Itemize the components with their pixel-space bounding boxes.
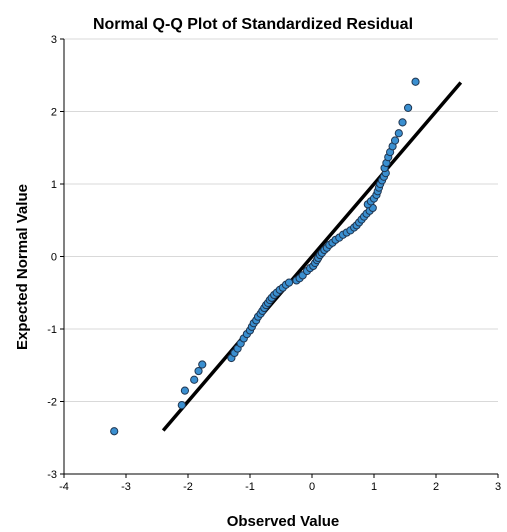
data-point [198, 360, 207, 369]
x-tick-label: -4 [59, 481, 69, 493]
data-point [194, 366, 203, 376]
x-tick-label: 1 [371, 481, 377, 493]
data-point [404, 103, 413, 112]
chart-title: Normal Q-Q Plot of Standardized Residual [93, 16, 413, 33]
x-tick-label: 2 [433, 481, 439, 493]
y-tick-label: -3 [47, 469, 57, 481]
data-point [284, 278, 294, 287]
reference-line [161, 81, 463, 432]
x-tick-label: 3 [495, 481, 501, 493]
x-tick-label: -1 [245, 481, 255, 493]
y-tick-label: 1 [51, 179, 57, 191]
y-tick-label: 0 [51, 252, 57, 264]
y-tick-label: 3 [51, 34, 57, 46]
data-point [110, 427, 119, 436]
x-tick-label: -3 [121, 481, 131, 493]
data-point [411, 77, 420, 86]
y-tick-label: -1 [47, 324, 57, 336]
data-point [177, 401, 186, 410]
x-axis-label: Observed Value [227, 513, 340, 530]
data-point [390, 136, 400, 145]
y-tick-label: 2 [51, 107, 57, 119]
y-axis-label: Expected Normal Value [14, 184, 31, 350]
data-point [180, 386, 189, 395]
axes [60, 38, 499, 478]
x-tick-label: 0 [309, 481, 315, 493]
reference-line-group [161, 81, 463, 432]
data-point [398, 118, 407, 127]
data-point [394, 129, 403, 138]
x-tick-label: -2 [183, 481, 193, 493]
y-tick-label: -2 [47, 397, 57, 409]
grid-lines [64, 38, 498, 475]
data-point [190, 375, 199, 384]
data-points [110, 77, 420, 436]
